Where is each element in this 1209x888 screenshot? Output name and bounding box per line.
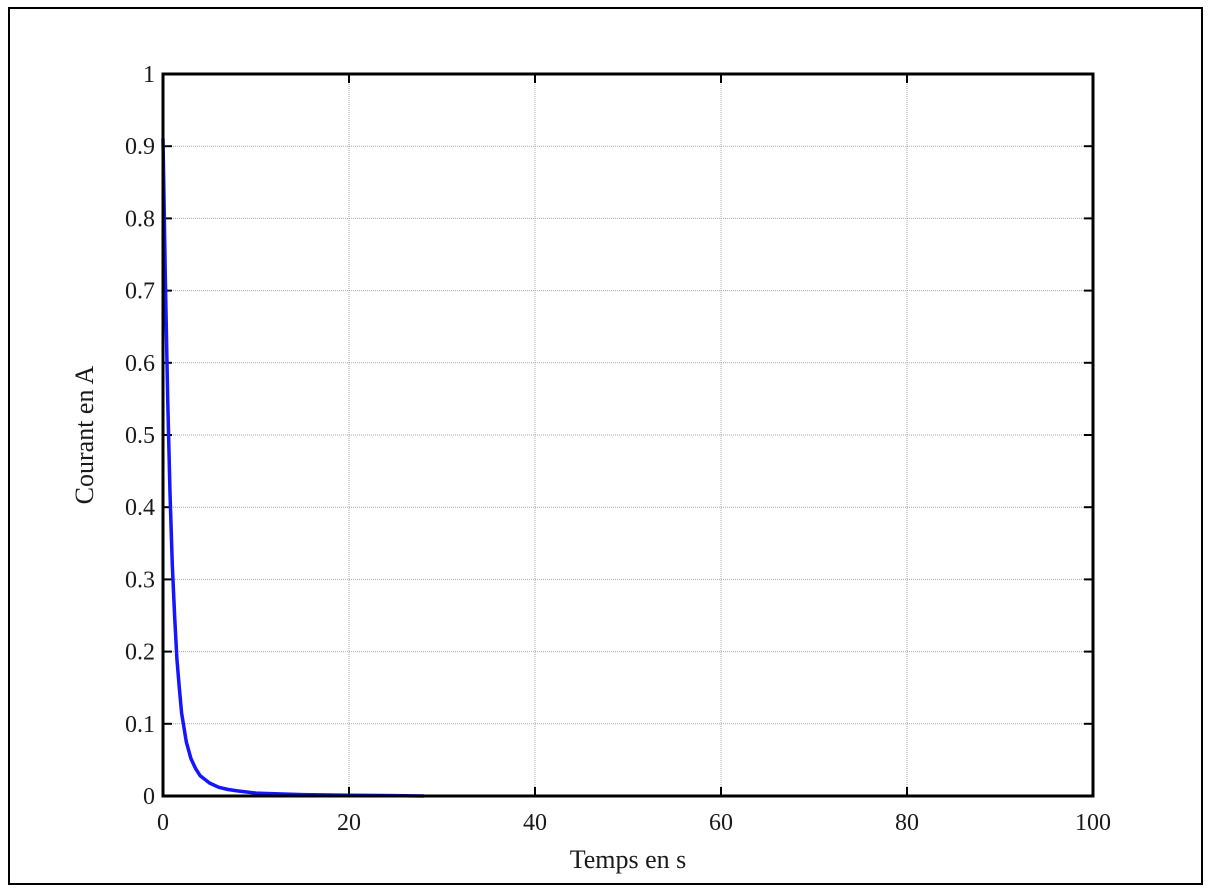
figure-frame — [8, 7, 1203, 885]
x-tick-label: 80 — [895, 810, 919, 836]
y-tick-label: 0.9 — [125, 134, 155, 160]
y-axis-label: Courant en A — [70, 365, 99, 504]
y-tick-label: 0.8 — [125, 206, 155, 232]
x-tick-label: 0 — [157, 810, 169, 836]
y-tick-label: 0.5 — [125, 423, 155, 449]
series-layer — [161, 137, 426, 798]
plot-area-border — [161, 72, 1095, 798]
y-tick-label: 0.7 — [125, 279, 155, 305]
y-tick-label: 0 — [143, 784, 155, 810]
y-tick-label: 1 — [143, 62, 155, 88]
x-tick-label: 60 — [709, 810, 733, 836]
x-tick-labels: 0 20 40 60 80 100 — [157, 810, 1111, 836]
x-tick-label: 100 — [1075, 810, 1111, 836]
y-tick-label: 0.4 — [125, 495, 155, 521]
series-line — [161, 137, 426, 798]
x-tick-label: 20 — [337, 810, 361, 836]
grid-lines — [162, 73, 1094, 797]
x-axis-label: Temps en s — [570, 845, 687, 874]
x-tick-label: 40 — [523, 810, 547, 836]
y-tick-label: 0.6 — [125, 351, 155, 377]
y-tick-label: 0.1 — [125, 712, 155, 738]
y-tick-label: 0.2 — [125, 640, 155, 666]
y-tick-label: 0.3 — [125, 567, 155, 593]
y-tick-labels: 0 0.1 0.2 0.3 0.4 0.5 0.6 0.7 0.8 0.9 1 — [125, 62, 155, 810]
